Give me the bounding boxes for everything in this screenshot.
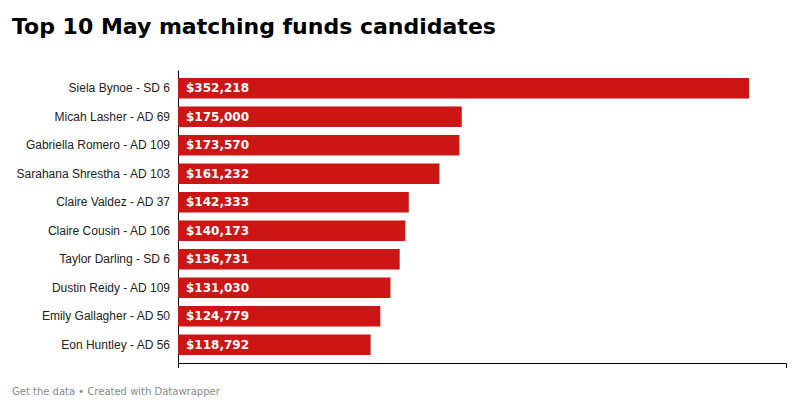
y-tick: Dustin Reidy - AD 109	[52, 281, 178, 295]
bar	[178, 249, 400, 270]
bars	[178, 78, 749, 355]
y-tick-label: Claire Valdez - AD 37	[56, 195, 170, 209]
y-tick: Siela Bynoe - SD 6	[69, 81, 178, 95]
y-tick: Eon Huntley - AD 56	[61, 338, 178, 352]
y-tick-label: Siela Bynoe - SD 6	[69, 81, 171, 95]
data-label: $175,000	[186, 110, 249, 124]
footer-text: Datawrapper	[155, 386, 221, 397]
y-tick-label: Taylor Darling - SD 6	[59, 252, 170, 266]
y-tick-label: Sarahana Shrestha - AD 103	[17, 167, 171, 181]
data-label: $136,731	[186, 252, 249, 266]
y-tick-label: Micah Lasher - AD 69	[55, 110, 171, 124]
data-label: $173,570	[186, 138, 249, 152]
y-tick-label: Emily Gallagher - AD 50	[42, 309, 170, 323]
bar	[178, 334, 371, 355]
footer-text: • Created with	[75, 386, 154, 397]
y-tick-label: Dustin Reidy - AD 109	[52, 281, 170, 295]
x-axis	[179, 364, 787, 369]
y-tick: Gabriella Romero - AD 109	[26, 138, 178, 152]
y-tick-label: Claire Cousin - AD 106	[48, 224, 170, 238]
y-tick: Claire Valdez - AD 37	[56, 195, 178, 209]
plot: Siela Bynoe - SD 6 Micah Lasher - AD 69 Ga…	[17, 71, 787, 369]
y-tick: Claire Cousin - AD 106	[48, 224, 178, 238]
y-tick: Emily Gallagher - AD 50	[42, 309, 178, 323]
data-label: $124,779	[186, 309, 249, 323]
bar	[178, 135, 459, 156]
y-axis: Siela Bynoe - SD 6 Micah Lasher - AD 69 Ga…	[17, 71, 179, 364]
y-tick-label: Gabriella Romero - AD 109	[26, 138, 170, 152]
bar	[178, 277, 390, 298]
y-tick: Sarahana Shrestha - AD 103	[17, 167, 178, 181]
bar	[178, 78, 749, 99]
data-labels: $352,218 $175,000 $173,570 $161,232 $142,333…	[186, 81, 249, 352]
data-label: $118,792	[186, 338, 249, 352]
bar	[178, 106, 462, 127]
data-label: $131,030	[186, 281, 249, 295]
footer: Get the data • Created with Datawrapper	[12, 386, 221, 397]
data-label: $161,232	[186, 167, 249, 181]
data-label: $140,173	[186, 224, 249, 238]
chart: Top 10 May matching funds candidates Siel…	[0, 0, 802, 405]
y-tick: Micah Lasher - AD 69	[55, 110, 178, 124]
x-axis-line	[179, 364, 787, 369]
bar	[178, 192, 409, 213]
data-label: $142,333	[186, 195, 249, 209]
y-tick: Taylor Darling - SD 6	[59, 252, 178, 266]
title: Top 10 May matching funds candidates	[12, 14, 496, 39]
data-label: $352,218	[186, 81, 249, 95]
bar	[178, 306, 380, 327]
bar	[178, 220, 405, 241]
footer-text: Get the data	[12, 386, 75, 397]
y-tick-label: Eon Huntley - AD 56	[61, 338, 170, 352]
bar	[178, 163, 439, 184]
